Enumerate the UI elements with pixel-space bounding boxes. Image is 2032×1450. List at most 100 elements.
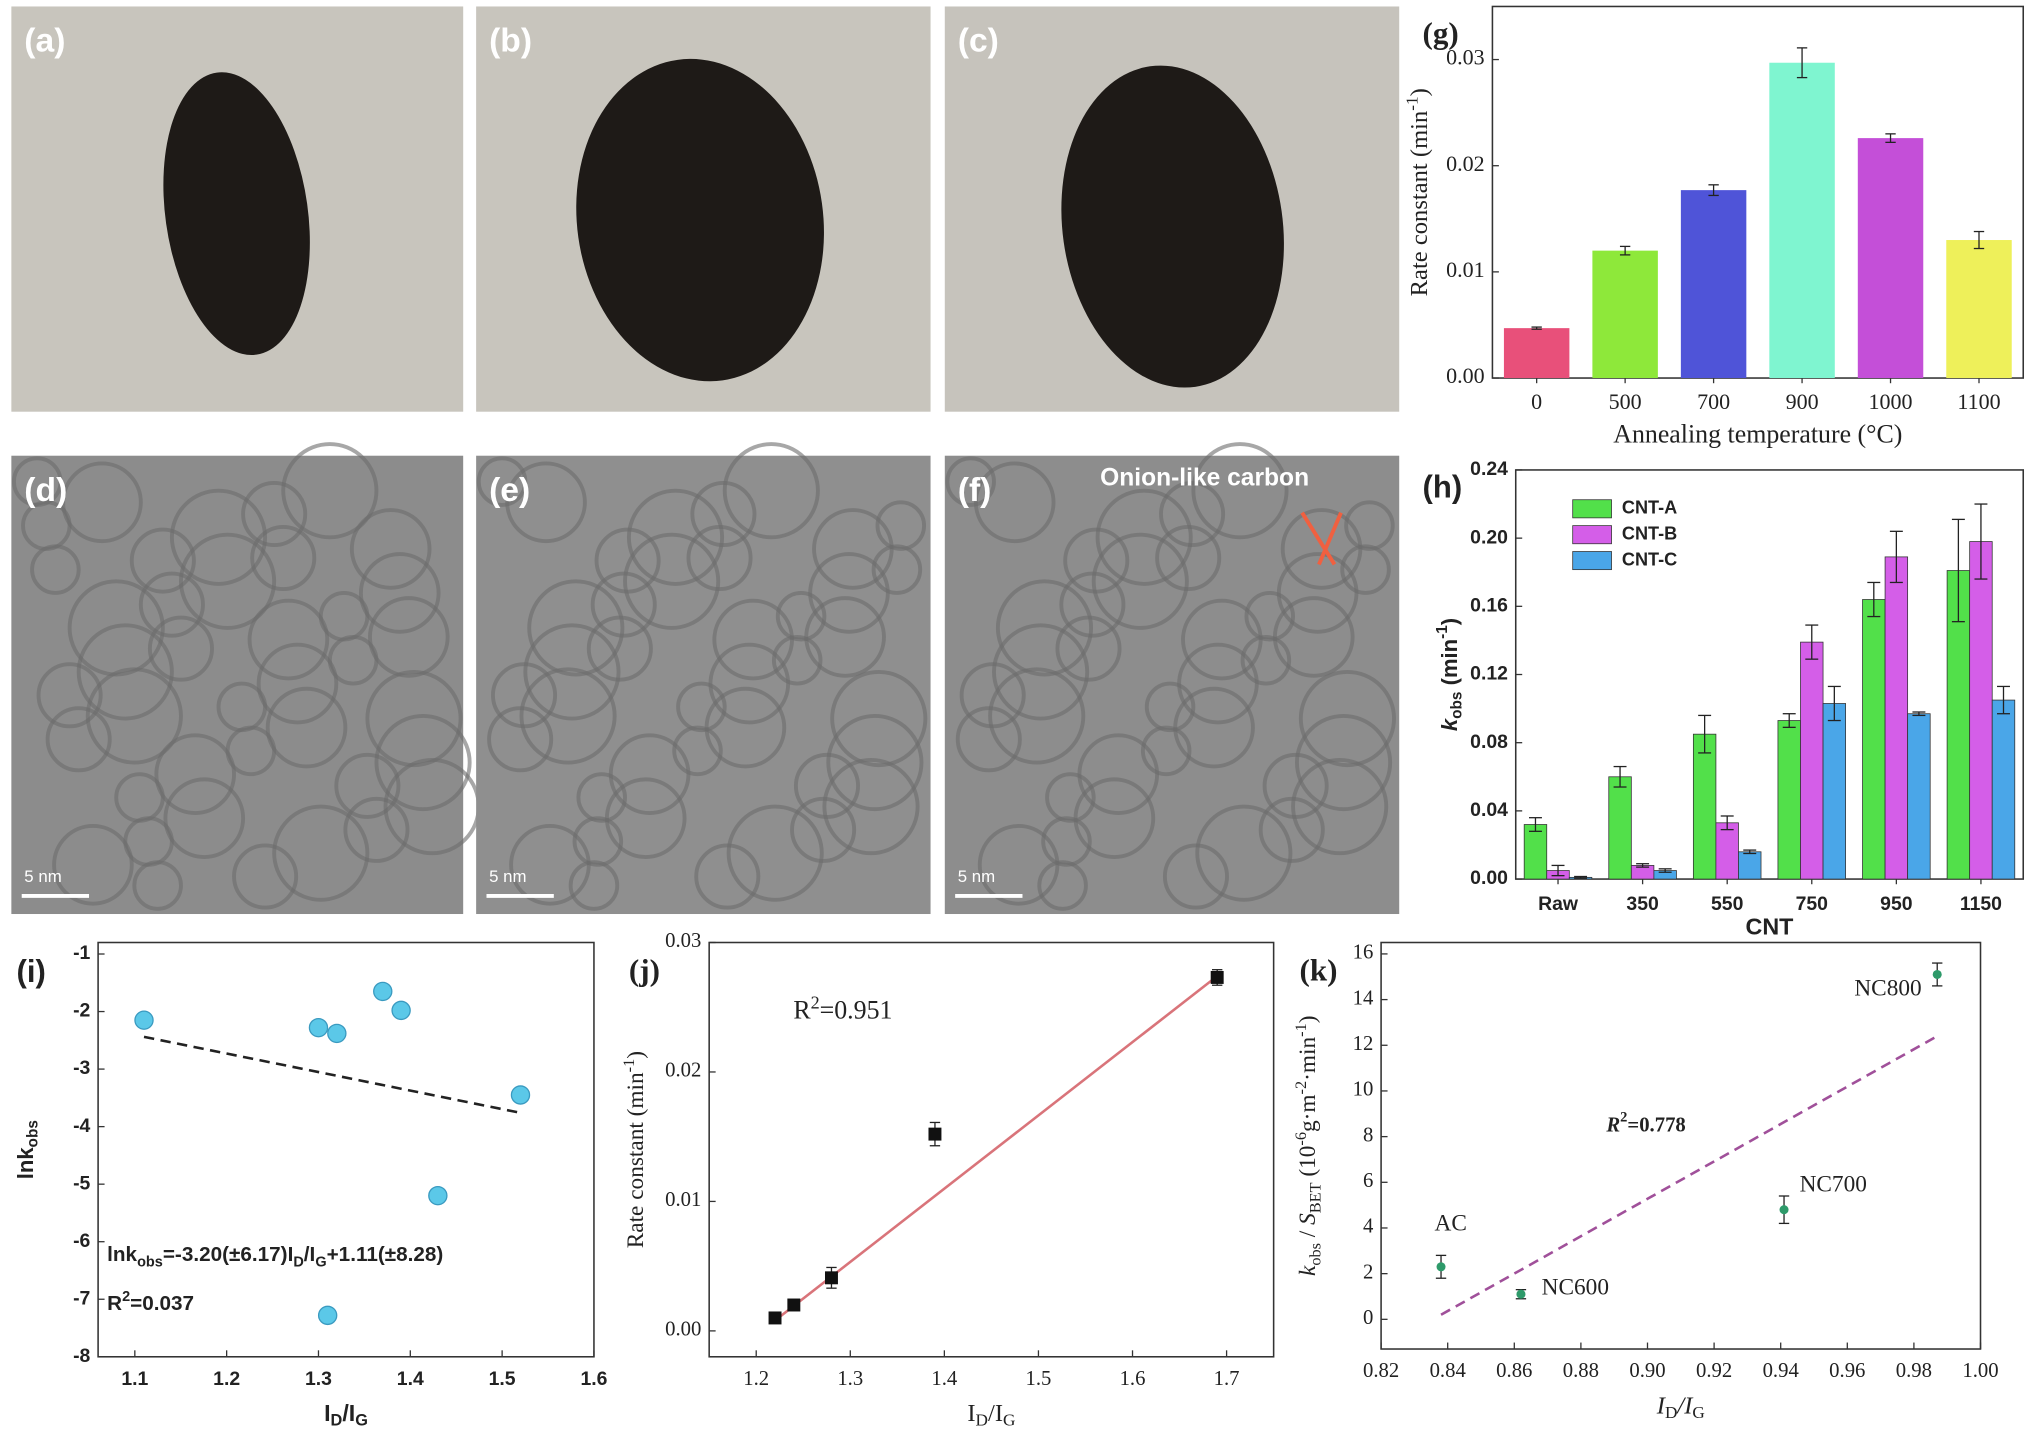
text-part: ) [1406,88,1433,96]
point [1779,1205,1789,1215]
y-tick-label: 0.24 [1470,458,1508,480]
x-tick-label: 950 [1880,893,1912,915]
tem-texture [1298,669,1396,768]
y-tick-label: 0.01 [1446,257,1485,282]
tem-texture [343,796,410,863]
tem-texture [1041,816,1092,867]
point [391,1000,411,1021]
scale-bar-label: 5 nm [489,867,526,886]
legend-swatch [1572,551,1612,571]
tem-texture [169,488,268,586]
text-part: ) [623,1051,649,1059]
tem-texture [241,480,308,547]
tem-texture [132,860,183,911]
point [134,1010,154,1030]
bar [1592,250,1658,379]
y-tick-label: 16 [1353,942,1374,964]
error-bar [1619,245,1631,256]
legend-label: CNT-C [1622,549,1677,569]
tem-texture [988,667,1086,765]
tem-texture [686,524,753,592]
error-bar [1973,230,1985,250]
x-tick-label: 1.4 [397,1368,424,1390]
x-axis-label: ID/IG [324,1400,368,1430]
error-bar [1658,868,1672,873]
bar [1777,720,1801,880]
error-bar [1912,711,1926,717]
text-part: lnk [13,1147,38,1180]
y-tick-label: 0.02 [665,1060,701,1082]
tem-texture [256,642,339,725]
y-tick-label: 12 [1353,1033,1374,1055]
x-axis-label: CNT [1746,913,1794,939]
tem-texture [1344,500,1395,551]
tem-texture [775,591,827,642]
powder [163,72,310,355]
tem-texture [1055,615,1122,682]
tem-texture [85,667,183,765]
point [1210,970,1224,984]
panel-label: (c) [958,23,999,60]
tem-texture [523,623,621,721]
tem-texture [272,804,370,902]
panel-label: (f) [958,472,992,509]
x-axis-label: Annealing temperature (°C) [1613,419,1902,448]
error-bar [1782,713,1796,728]
plot-frame [708,941,1275,1358]
x-tick-label: 1.3 [305,1368,332,1390]
text-part: D [1665,1403,1677,1422]
point [373,981,393,1002]
y-tick-label: -1 [73,942,90,964]
tem-texture [623,532,721,630]
tem-texture [626,488,725,586]
panel-label: (h) [1423,470,1463,505]
y-axis-label: kobs (min-1) [1434,618,1465,731]
tem-texture [830,669,928,768]
text-part: obs [137,1254,163,1270]
tem-texture [945,456,996,507]
x-tick-label: 0.88 [1563,1360,1599,1382]
error-bar [1708,184,1719,197]
tem-texture [572,816,624,867]
text-part: G [355,1412,368,1430]
bar [1503,328,1570,379]
bar [1946,240,2012,379]
x-axis-label: ID/IG [967,1400,1015,1430]
tem-texture [1244,591,1295,642]
annotation: lnkobs=-3.20(±6.17)ID/IG+1.11(±8.28) [107,1243,443,1270]
tem-texture [822,758,920,856]
tem-texture [992,623,1090,721]
panel-label: (i) [17,954,46,989]
text-part: 2 [811,993,820,1013]
panel-label: (e) [489,472,530,509]
y-axis-label: lnkobs [13,1120,42,1179]
x-tick-label: 1.1 [121,1368,148,1390]
x-tick-label: 700 [1697,389,1730,414]
point [1516,1289,1526,1299]
tem-texture [61,461,143,544]
text-part: obs [1305,1243,1324,1266]
tem-texture [826,713,924,812]
text-part: -1 [1402,96,1421,110]
tem-texture [995,579,1094,677]
bar [1991,699,2016,880]
text-part: /I [1675,1392,1694,1419]
bar [1692,733,1717,880]
error-bar [1885,133,1896,144]
tem-texture [672,725,723,777]
y-tick-label: 0.00 [1470,867,1508,889]
y-tick-label: 0.08 [1470,731,1508,753]
tem-texture [871,544,923,595]
text-part: R [793,995,811,1024]
text-part: I [324,1400,330,1426]
text-part: =0.037 [130,1292,194,1315]
bar [1680,190,1747,379]
tem-texture [1272,596,1355,678]
legend-label: CNT-A [1622,498,1677,518]
tem-texture [1073,777,1156,859]
text-part: obs [24,1120,41,1147]
tem-texture [52,824,134,906]
x-tick-label: 500 [1609,389,1642,414]
y-tick-label: 2 [1363,1261,1373,1283]
